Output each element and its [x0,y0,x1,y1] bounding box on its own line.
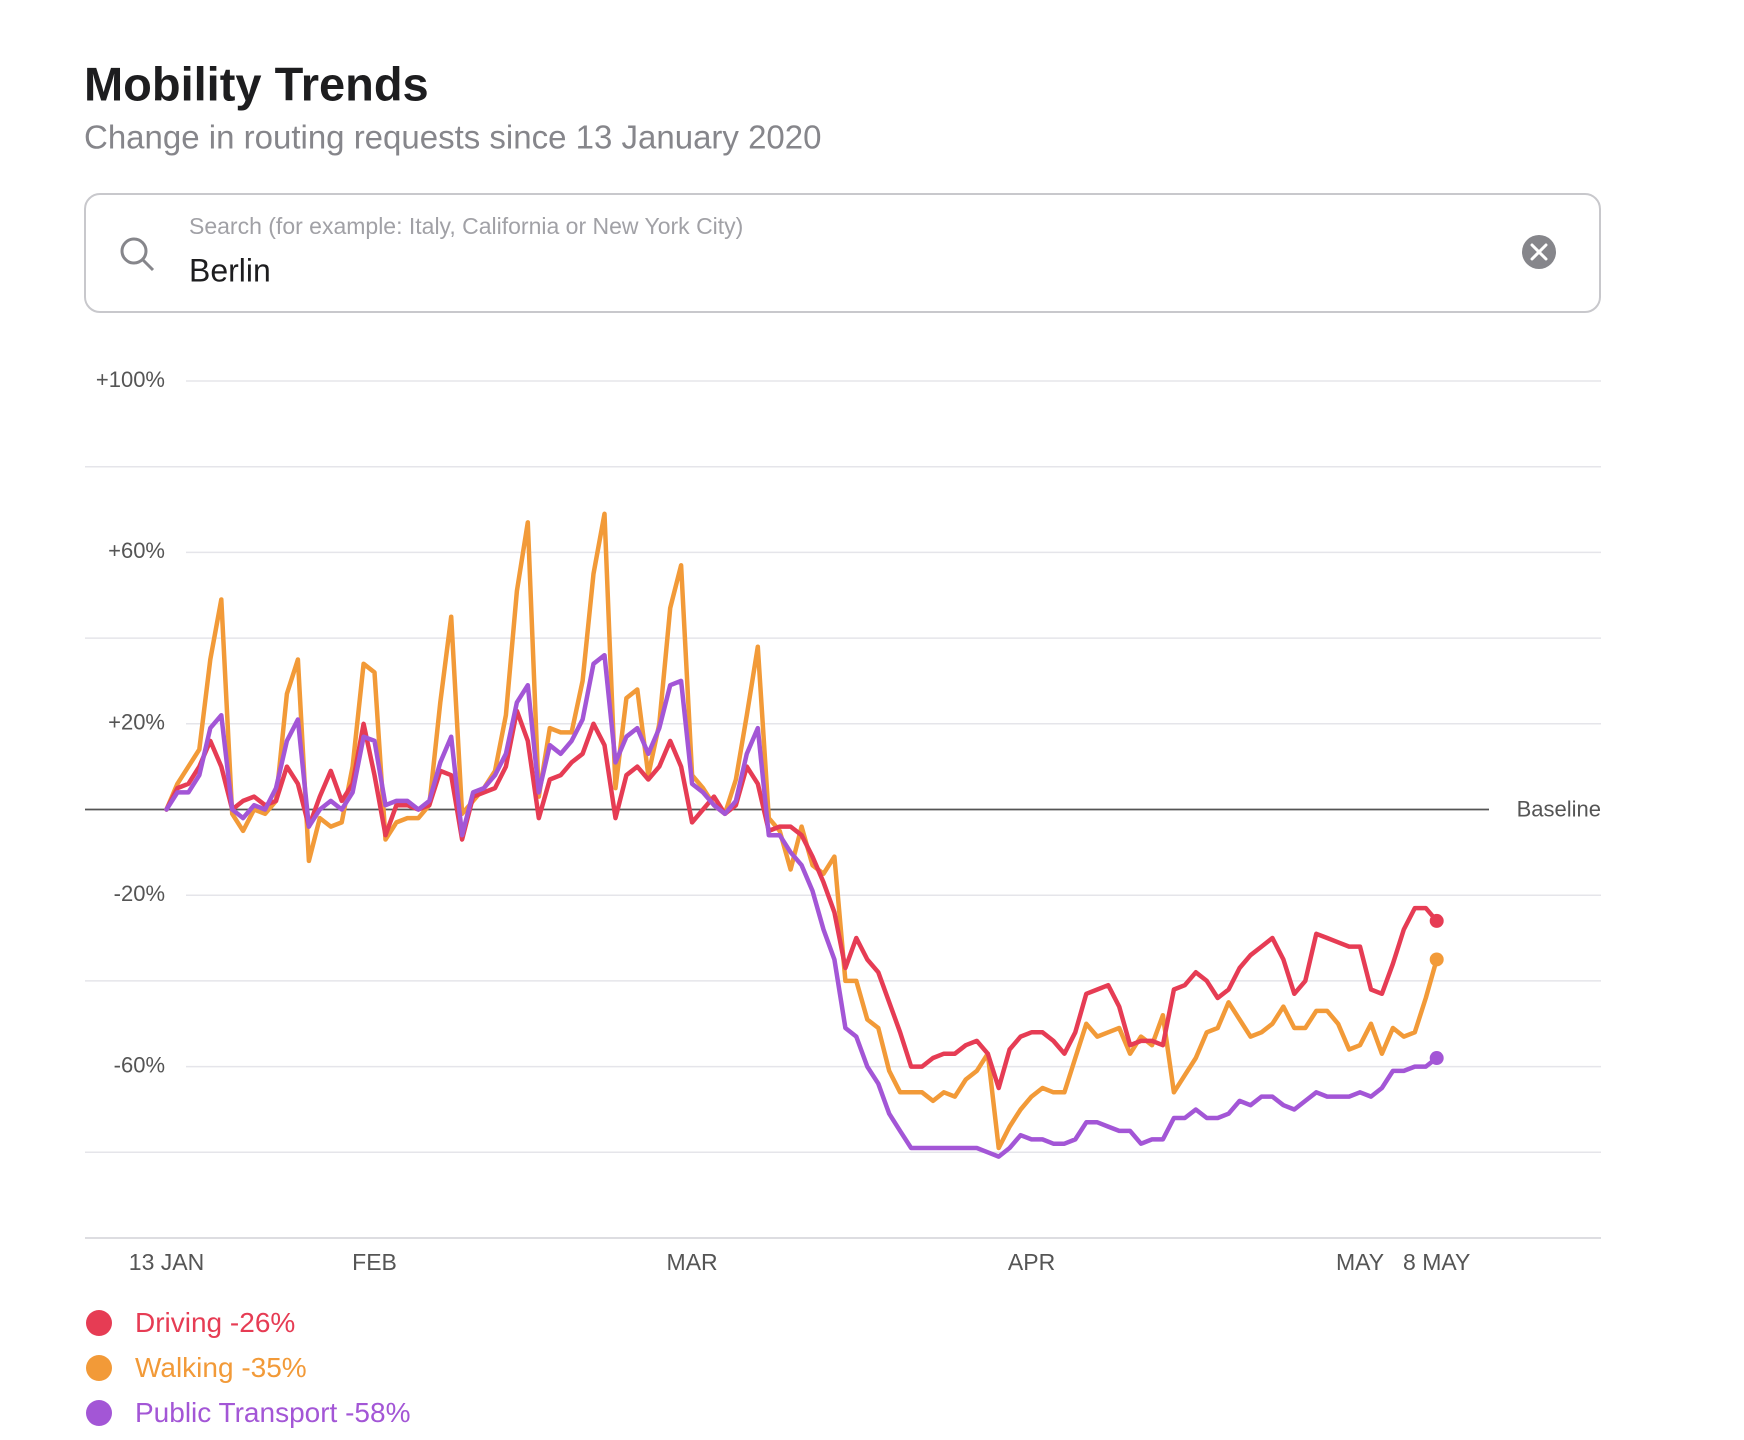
y-tick-label: +100% [96,367,165,392]
x-tick-label: FEB [352,1249,397,1275]
legend-value: -58% [345,1397,410,1428]
search-placeholder: Search (for example: Italy, California o… [189,213,743,239]
legend-swatch [86,1310,112,1336]
legend-label: Public Transport -58% [135,1397,410,1428]
search-box[interactable] [84,193,1601,313]
y-tick-label: -20% [114,881,165,906]
legend-value: -35% [241,1352,306,1383]
x-tick-label: MAY [1336,1249,1384,1275]
legend-swatch [86,1355,112,1381]
title: Mobility Trends [84,57,429,110]
legend-name: Public Transport [135,1397,338,1428]
legend-name: Walking [135,1352,234,1383]
search-value[interactable]: Berlin [189,252,271,288]
end-dot [1429,913,1444,928]
legend-label: Driving -26% [135,1307,295,1338]
y-tick-label: -60% [114,1052,165,1077]
end-dot [1429,1051,1444,1066]
legend-label: Walking -35% [135,1352,307,1383]
subtitle: Change in routing requests since 13 Janu… [84,119,822,156]
end-dot [1429,952,1444,967]
x-tick-label: 8 MAY [1403,1249,1470,1275]
legend-value: -26% [230,1307,295,1338]
y-tick-label: +60% [108,538,165,563]
search-icon [120,237,155,272]
series-line [164,652,1439,1159]
legend-name: Driving [135,1307,222,1338]
x-tick-label: APR [1008,1249,1055,1275]
clear-button[interactable] [1522,235,1556,269]
y-tick-label: +20% [108,710,165,735]
x-tick-label: MAR [667,1249,718,1275]
series-line [164,511,1439,1151]
baseline-label: Baseline [1517,796,1601,821]
x-tick-label: 13 JAN [129,1249,204,1275]
legend-swatch [86,1400,112,1426]
series-line [164,708,1439,1091]
